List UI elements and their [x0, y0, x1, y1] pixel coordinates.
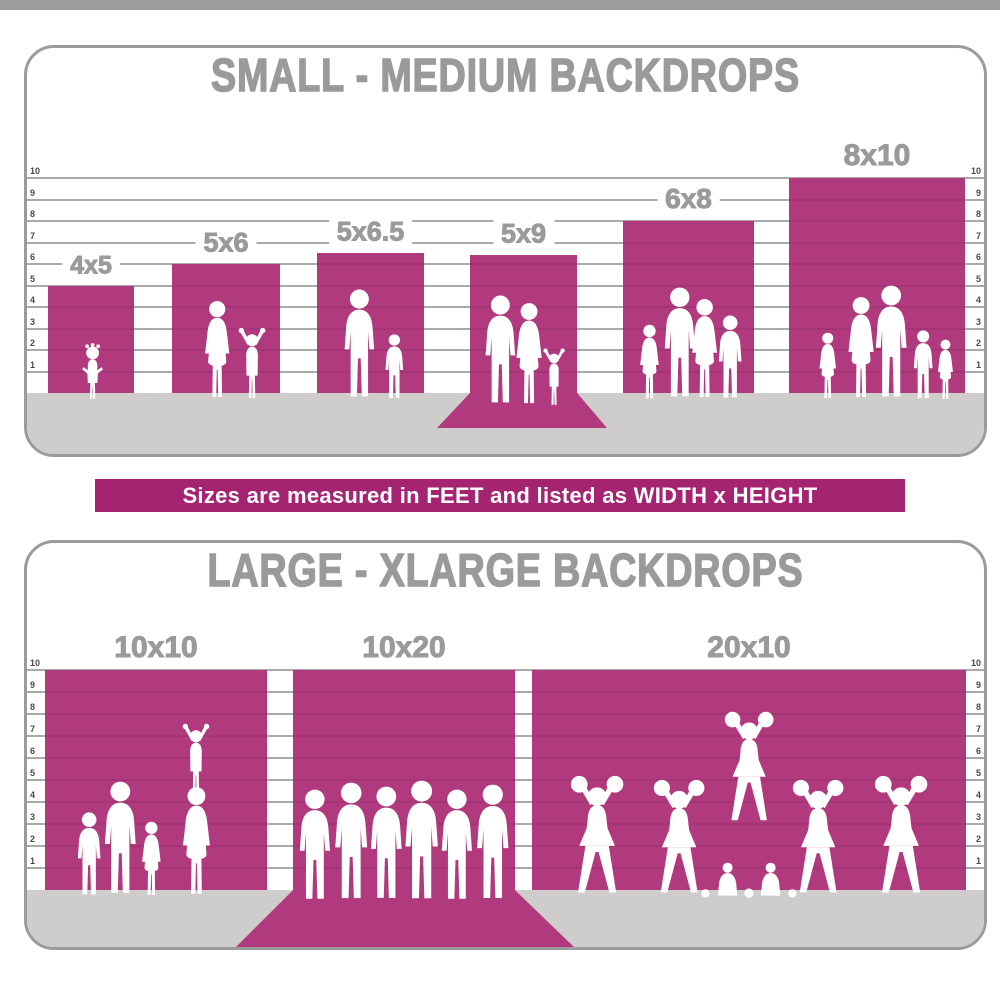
floor-small-medium: [27, 393, 984, 454]
top-border-strip: [0, 0, 1000, 10]
floor-large-xlarge: [27, 890, 984, 947]
large-xlarge-panel: LARGE - XLARGE BACKDROPS: [24, 540, 987, 950]
small-medium-panel: SMALL - MEDIUM BACKDROPS: [24, 45, 987, 457]
size-note-banner: Sizes are measured in FEET and listed as…: [95, 479, 905, 512]
large-xlarge-title: LARGE - XLARGE BACKDROPS: [207, 544, 804, 596]
small-medium-title: SMALL - MEDIUM BACKDROPS: [210, 49, 800, 101]
size-note-text: Sizes are measured in FEET and listed as…: [182, 482, 818, 508]
